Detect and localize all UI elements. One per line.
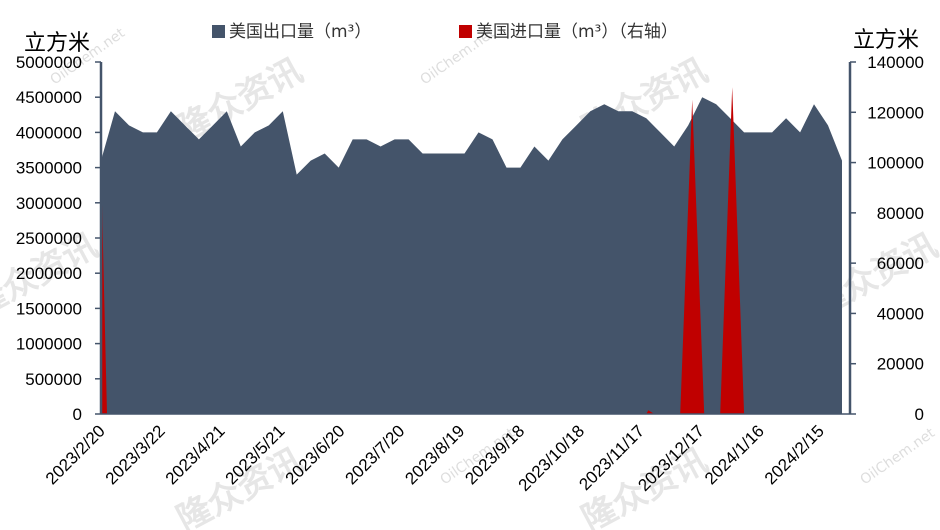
x-tick-label: 2023/3/22 [102, 421, 169, 488]
right-tick-label: 140000 [867, 53, 924, 72]
right-y-axis-ticks: 0 20000 40000 60000 80000 100000 120000 140000 [850, 53, 924, 424]
right-tick-label: 100000 [867, 154, 924, 173]
x-axis-ticks: 2023/2/202023/3/222023/4/212023/5/212023… [42, 421, 828, 495]
left-tick-label: 5000000 [16, 53, 82, 72]
series-area-export [101, 97, 842, 414]
left-tick-label: 2500000 [16, 229, 82, 248]
left-tick-label: 1500000 [16, 299, 82, 318]
left-tick-label: 2000000 [16, 264, 82, 283]
right-tick-label: 120000 [867, 103, 924, 122]
watermark-site: OilChem.net [857, 425, 938, 488]
left-tick-label: 4500000 [16, 88, 82, 107]
legend: 美国出口量（m³） 美国进口量（m³）（右轴） [212, 22, 678, 42]
left-tick-label: 3000000 [16, 194, 82, 213]
right-tick-label: 60000 [877, 254, 924, 273]
legend-swatch-export [212, 25, 225, 38]
legend-swatch-import [459, 25, 472, 38]
x-tick-label: 2024/1/16 [701, 421, 768, 488]
x-tick-label: 2024/2/15 [761, 421, 828, 488]
right-tick-label: 80000 [877, 204, 924, 223]
left-tick-label: 4000000 [16, 123, 82, 142]
left-y-axis-ticks: 0 500000 1000000 1500000 2000000 2500000 30000… [16, 53, 101, 424]
legend-label-export: 美国出口量（m³） [229, 22, 371, 42]
left-axis-unit: 立方米 [24, 31, 90, 56]
left-tick-label: 0 [73, 405, 82, 424]
left-tick-label: 1000000 [16, 335, 82, 354]
x-tick-label: 2023/7/20 [342, 421, 409, 488]
left-tick-label: 500000 [25, 370, 82, 389]
right-tick-label: 40000 [877, 304, 924, 323]
plot-area [101, 87, 842, 414]
right-tick-label: 0 [915, 405, 924, 424]
right-axis-unit: 立方米 [853, 28, 919, 53]
right-tick-label: 20000 [877, 355, 924, 374]
x-tick-label: 2023/2/20 [42, 421, 109, 488]
legend-label-import: 美国进口量（m³）（右轴） [476, 22, 678, 42]
left-tick-label: 3500000 [16, 159, 82, 178]
